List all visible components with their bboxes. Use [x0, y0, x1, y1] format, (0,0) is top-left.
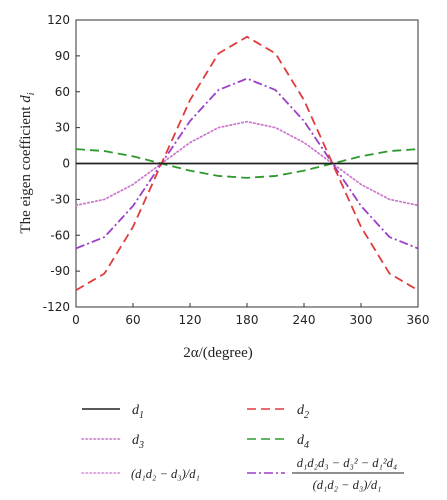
legend-label-d2: d2 [297, 403, 309, 421]
x-tick-label: 120 [179, 313, 202, 327]
series-lines [75, 35, 419, 292]
y-tick-label: 120 [47, 13, 70, 27]
series-line--d1d2d3-d3-d1-d4-d1d2-d3-d1- [75, 77, 419, 250]
y-tick-label: 30 [55, 121, 70, 135]
y-tick-label: 60 [55, 85, 70, 99]
x-tick-label: 60 [125, 313, 140, 327]
series-line-d3 [75, 120, 419, 207]
legend-label-d3: d3 [132, 433, 144, 451]
series-line-d4 [75, 148, 419, 179]
legend: d1 d2 d3 d4 (d₁d₂ − d₃)/d₁ d₁d₂d₃ − d₃² − d₁²… [81, 403, 404, 492]
axis-ticks: 0 60 120 180 240 300 360 -120 -90 -60 -30 0 30 60 90 12… [43, 13, 430, 327]
legend-label-complex-denominator: (d₁d₂ − d₃)/d₁ [313, 478, 382, 492]
y-tick-label: 90 [55, 49, 70, 63]
y-tick-label: 0 [62, 157, 70, 171]
y-axis-title: The eigen coefficient di [18, 92, 37, 233]
y-tick-label: -90 [50, 264, 70, 278]
x-tick-label: 360 [407, 313, 430, 327]
series-line-d2 [75, 35, 419, 292]
x-tick-label: 240 [293, 313, 316, 327]
legend-label-complex-numerator: d₁d₂d₃ − d₃² − d₁²d₄ [297, 456, 397, 470]
y-tick-label: -60 [50, 228, 70, 242]
legend-label-d4: d4 [297, 433, 309, 451]
x-axis-title: 2α/(degree) [183, 345, 253, 361]
y-tick-label: -30 [50, 192, 70, 206]
legend-label-d1: d1 [132, 403, 144, 421]
x-tick-label: 180 [236, 313, 259, 327]
legend-label-ratio: (d₁d₂ − d₃)/d₁ [131, 467, 200, 481]
x-tick-label: 0 [72, 313, 80, 327]
x-tick-label: 300 [350, 313, 373, 327]
y-tick-label: -120 [43, 300, 70, 314]
